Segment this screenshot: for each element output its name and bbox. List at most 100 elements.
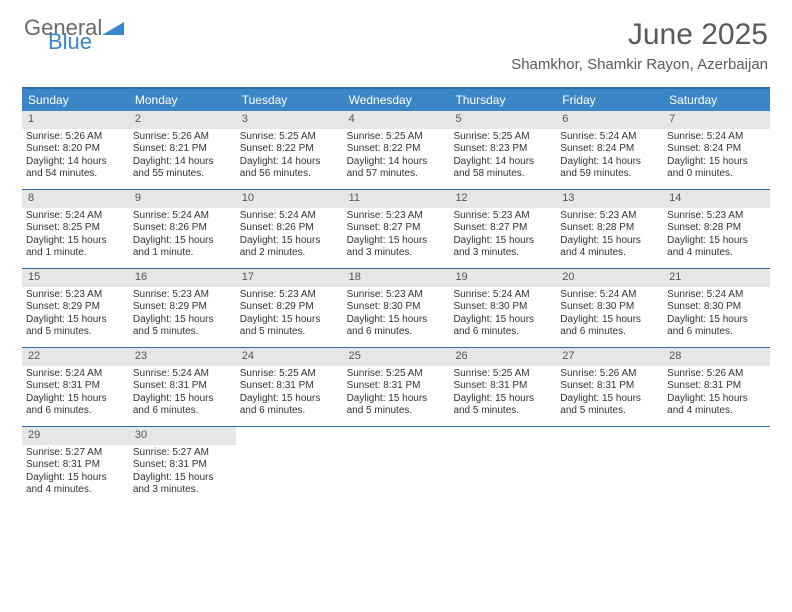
day-info-line: Sunrise: 5:27 AM [26, 447, 125, 460]
day-info-line: and 6 minutes. [26, 405, 125, 418]
day-info-line: and 4 minutes. [560, 247, 659, 260]
day-cell: 4Sunrise: 5:25 AMSunset: 8:22 PMDaylight… [343, 111, 450, 189]
day-info-line: Sunrise: 5:24 AM [240, 210, 339, 223]
day-cell-body: Sunrise: 5:25 AMSunset: 8:31 PMDaylight:… [343, 368, 450, 418]
day-cell-body: Sunrise: 5:26 AMSunset: 8:20 PMDaylight:… [22, 131, 129, 181]
day-cell-body: Sunrise: 5:24 AMSunset: 8:26 PMDaylight:… [129, 210, 236, 260]
day-info-line: and 4 minutes. [26, 484, 125, 497]
empty-cell [236, 427, 343, 505]
day-info-line: Daylight: 15 hours [133, 314, 232, 327]
day-info-line: Sunrise: 5:26 AM [133, 131, 232, 144]
day-cell: 5Sunrise: 5:25 AMSunset: 8:23 PMDaylight… [449, 111, 556, 189]
day-cell: 8Sunrise: 5:24 AMSunset: 8:25 PMDaylight… [22, 190, 129, 268]
day-cell: 19Sunrise: 5:24 AMSunset: 8:30 PMDayligh… [449, 269, 556, 347]
date-number: 21 [663, 269, 770, 287]
day-info-line: Daylight: 15 hours [453, 393, 552, 406]
empty-cell [663, 427, 770, 505]
day-info-line: and 59 minutes. [560, 168, 659, 181]
day-info-line: Sunset: 8:30 PM [667, 301, 766, 314]
date-number: 14 [663, 190, 770, 208]
day-info-line: Daylight: 14 hours [347, 156, 446, 169]
day-info-line: Daylight: 15 hours [26, 235, 125, 248]
day-info-line: Daylight: 15 hours [560, 314, 659, 327]
day-info-line: Sunset: 8:31 PM [133, 459, 232, 472]
day-info-line: Sunrise: 5:23 AM [560, 210, 659, 223]
day-info-line: and 3 minutes. [133, 484, 232, 497]
day-cell: 1Sunrise: 5:26 AMSunset: 8:20 PMDaylight… [22, 111, 129, 189]
date-number: 4 [343, 111, 450, 129]
day-info-line: Sunrise: 5:23 AM [133, 289, 232, 302]
day-info-line: and 4 minutes. [667, 405, 766, 418]
location-text: Shamkhor, Shamkir Rayon, Azerbaijan [511, 56, 768, 73]
day-info-line: and 5 minutes. [26, 326, 125, 339]
day-info-line: and 3 minutes. [453, 247, 552, 260]
day-info-line: Daylight: 14 hours [240, 156, 339, 169]
day-cell: 13Sunrise: 5:23 AMSunset: 8:28 PMDayligh… [556, 190, 663, 268]
logo-text: General Blue [24, 18, 124, 52]
day-header-thursday: Thursday [449, 89, 556, 111]
day-info-line: Sunset: 8:28 PM [560, 222, 659, 235]
day-info-line: and 6 minutes. [667, 326, 766, 339]
date-number: 7 [663, 111, 770, 129]
day-cell-body: Sunrise: 5:23 AMSunset: 8:27 PMDaylight:… [343, 210, 450, 260]
date-number: 23 [129, 348, 236, 366]
day-info-line: and 6 minutes. [133, 405, 232, 418]
day-cell: 11Sunrise: 5:23 AMSunset: 8:27 PMDayligh… [343, 190, 450, 268]
day-info-line: Daylight: 15 hours [26, 472, 125, 485]
day-info-line: and 5 minutes. [133, 326, 232, 339]
day-info-line: Sunrise: 5:23 AM [26, 289, 125, 302]
day-info-line: Sunrise: 5:24 AM [453, 289, 552, 302]
day-info-line: Sunset: 8:23 PM [453, 143, 552, 156]
day-cell-body: Sunrise: 5:23 AMSunset: 8:28 PMDaylight:… [556, 210, 663, 260]
empty-cell [343, 427, 450, 505]
day-info-line: Sunset: 8:26 PM [240, 222, 339, 235]
date-number: 5 [449, 111, 556, 129]
header: General Blue June 2025 Shamkhor, Shamkir… [0, 0, 792, 79]
day-info-line: Sunrise: 5:23 AM [347, 289, 446, 302]
day-info-line: Sunset: 8:31 PM [453, 380, 552, 393]
day-info-line: Sunset: 8:22 PM [347, 143, 446, 156]
day-info-line: and 54 minutes. [26, 168, 125, 181]
day-info-line: Daylight: 15 hours [667, 235, 766, 248]
day-info-line: Sunset: 8:27 PM [347, 222, 446, 235]
day-info-line: and 58 minutes. [453, 168, 552, 181]
day-cell: 21Sunrise: 5:24 AMSunset: 8:30 PMDayligh… [663, 269, 770, 347]
day-info-line: and 0 minutes. [667, 168, 766, 181]
date-number: 15 [22, 269, 129, 287]
date-number: 18 [343, 269, 450, 287]
day-cell-body: Sunrise: 5:23 AMSunset: 8:30 PMDaylight:… [343, 289, 450, 339]
day-info-line: Sunrise: 5:25 AM [240, 131, 339, 144]
day-info-line: and 6 minutes. [453, 326, 552, 339]
day-info-line: Sunset: 8:26 PM [133, 222, 232, 235]
day-header-monday: Monday [129, 89, 236, 111]
date-number: 19 [449, 269, 556, 287]
day-cell-body: Sunrise: 5:27 AMSunset: 8:31 PMDaylight:… [129, 447, 236, 497]
date-number: 20 [556, 269, 663, 287]
date-number: 29 [22, 427, 129, 445]
day-info-line: Daylight: 14 hours [133, 156, 232, 169]
day-info-line: Daylight: 14 hours [26, 156, 125, 169]
day-cell-body: Sunrise: 5:23 AMSunset: 8:29 PMDaylight:… [129, 289, 236, 339]
day-cell: 26 Sunrise: 5:25 AMSunset: 8:31 PMDayligh… [449, 348, 556, 426]
day-info-line: Sunrise: 5:24 AM [560, 131, 659, 144]
day-cell: 2Sunrise: 5:26 AMSunset: 8:21 PMDaylight… [129, 111, 236, 189]
date-number: 30 [129, 427, 236, 445]
day-info-line: Daylight: 15 hours [560, 235, 659, 248]
date-number: 22 [22, 348, 129, 366]
date-number: 26 [449, 348, 556, 366]
day-info-line: and 5 minutes. [560, 405, 659, 418]
day-info-line: Sunrise: 5:25 AM [453, 368, 552, 381]
day-info-line: Sunset: 8:30 PM [347, 301, 446, 314]
day-info-line: and 5 minutes. [347, 405, 446, 418]
day-info-line: Daylight: 15 hours [133, 393, 232, 406]
day-cell-body: Sunrise: 5:23 AMSunset: 8:29 PMDaylight:… [236, 289, 343, 339]
day-info-line: Sunset: 8:24 PM [667, 143, 766, 156]
day-header-row: Sunday Monday Tuesday Wednesday Thursday… [22, 89, 770, 111]
day-info-line: Daylight: 15 hours [453, 235, 552, 248]
day-info-line: Daylight: 15 hours [133, 472, 232, 485]
day-cell: 28Sunrise: 5:26 AMSunset: 8:31 PMDayligh… [663, 348, 770, 426]
day-info-line: Daylight: 15 hours [560, 393, 659, 406]
calendar: Sunday Monday Tuesday Wednesday Thursday… [22, 87, 770, 505]
day-info-line: and 55 minutes. [133, 168, 232, 181]
day-cell: 3Sunrise: 5:25 AMSunset: 8:22 PMDaylight… [236, 111, 343, 189]
